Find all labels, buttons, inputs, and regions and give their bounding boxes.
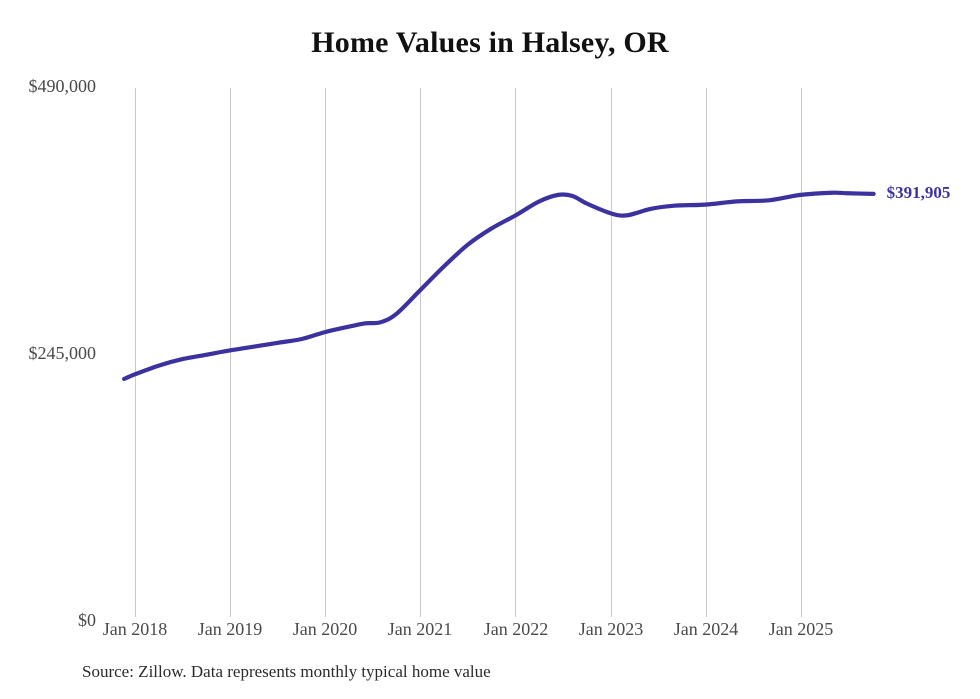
x-axis-tick-jan-2021: Jan 2021 [387, 619, 453, 639]
x-axis-tick-jan-2022: Jan 2022 [483, 619, 549, 639]
y-axis-tick-top: $490,000 [28, 76, 97, 96]
x-axis-tick-jan-2024: Jan 2024 [673, 619, 739, 639]
home-value-line [122, 190, 876, 382]
x-axis-tick-jan-2023: Jan 2023 [578, 619, 644, 639]
gridlines [135, 88, 802, 617]
x-axis-tick-jan-2025: Jan 2025 [768, 619, 834, 639]
y-axis-tick-bottom: $0 [78, 610, 96, 630]
y-axis-tick-mid: $245,000 [28, 343, 97, 363]
source-note: Source: Zillow. Data represents monthly … [82, 662, 491, 681]
x-axis-tick-jan-2019: Jan 2019 [197, 619, 263, 639]
chart-title: Home Values in Halsey, OR [311, 26, 669, 59]
end-value-label: $391,905 [886, 182, 951, 202]
x-axis-tick-jan-2020: Jan 2020 [292, 619, 358, 639]
x-axis-tick-jan-2018: Jan 2018 [102, 619, 168, 639]
